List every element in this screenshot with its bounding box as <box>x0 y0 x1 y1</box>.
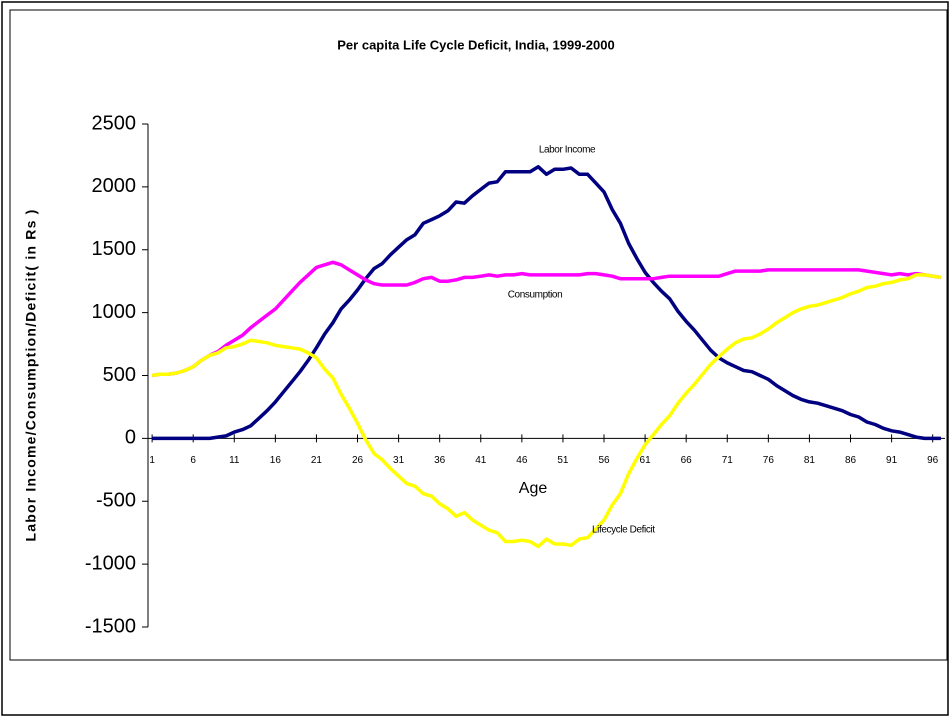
series-label: Consumption <box>508 290 563 301</box>
y-tick-label: 1500 <box>92 238 137 260</box>
y-tick-label: -500 <box>96 490 136 512</box>
x-tick-label: 71 <box>722 455 734 466</box>
x-tick-label: 91 <box>886 455 898 466</box>
chart-border <box>9 9 948 661</box>
series-label: Labor Income <box>539 145 596 156</box>
x-tick-label: 76 <box>763 455 775 466</box>
x-tick-label: 46 <box>516 455 528 466</box>
y-tick-label: 2000 <box>92 175 137 197</box>
x-tick-label: 31 <box>393 455 405 466</box>
chart-title: Per capita Life Cycle Deficit, India, 19… <box>337 37 614 52</box>
x-tick-label: 41 <box>475 455 487 466</box>
y-tick-label: -1500 <box>85 615 136 637</box>
x-tick-label: 81 <box>804 455 816 466</box>
x-tick-label: 36 <box>434 455 446 466</box>
x-tick-label: 16 <box>270 455 282 466</box>
x-tick-label: 21 <box>311 455 323 466</box>
series-line <box>152 165 941 441</box>
x-tick-label: 1 <box>149 455 155 466</box>
x-tick-label: 26 <box>352 455 364 466</box>
y-tick-label: 1000 <box>92 301 137 323</box>
y-tick-label: -1000 <box>85 552 136 574</box>
x-tick-label: 96 <box>927 455 939 466</box>
x-tick-label: 51 <box>557 455 569 466</box>
y-tick-label: 500 <box>103 364 136 386</box>
series-line <box>151 260 942 378</box>
x-tick-label: 61 <box>640 455 652 466</box>
series-line <box>151 273 942 549</box>
y-tick-label: 2500 <box>92 112 137 134</box>
x-tick-label: 86 <box>845 455 857 466</box>
x-tick-label: 56 <box>598 455 610 466</box>
series-label: Lifecycle Deficit <box>592 525 655 536</box>
x-tick-label: 6 <box>190 455 196 466</box>
x-tick-label: 66 <box>681 455 693 466</box>
y-tick-label: 0 <box>125 427 136 449</box>
x-tick-label: 11 <box>229 455 240 466</box>
y-axis-label: Labor Income/Consumption/Deficit( in Rs … <box>23 208 39 541</box>
x-axis-label: Age <box>519 480 548 497</box>
